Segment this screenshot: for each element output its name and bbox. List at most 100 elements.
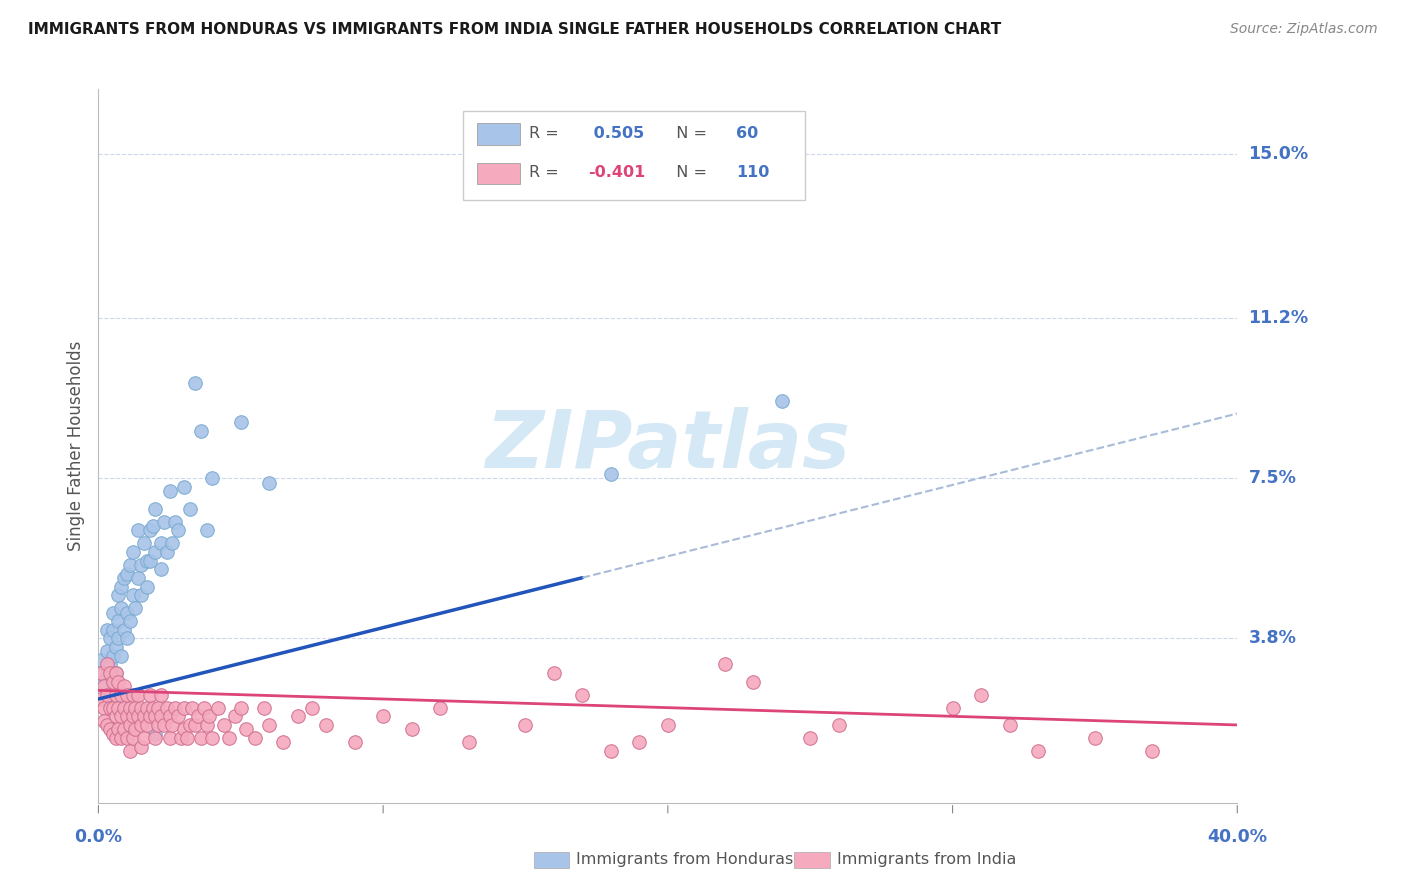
Point xyxy=(145,731,167,745)
Point xyxy=(1140,744,1163,758)
Point xyxy=(129,718,152,732)
Point xyxy=(132,731,155,745)
Point xyxy=(115,566,138,581)
Point xyxy=(135,580,157,594)
Text: 0.0%: 0.0% xyxy=(75,828,122,846)
Text: R =: R = xyxy=(529,126,564,141)
Point xyxy=(179,501,201,516)
Point xyxy=(315,718,337,732)
Point xyxy=(942,700,965,714)
Point xyxy=(112,571,135,585)
Point xyxy=(96,718,118,732)
Point xyxy=(115,688,138,702)
Point xyxy=(159,484,181,499)
FancyBboxPatch shape xyxy=(463,111,804,200)
Point xyxy=(129,558,152,572)
Point xyxy=(212,718,235,732)
Point xyxy=(110,601,132,615)
Point xyxy=(600,744,623,758)
Point xyxy=(110,580,132,594)
Point xyxy=(657,718,679,732)
Point xyxy=(150,709,173,723)
Point xyxy=(107,700,129,714)
Point xyxy=(127,571,149,585)
Point xyxy=(153,515,176,529)
Point xyxy=(98,700,121,714)
Point xyxy=(148,700,170,714)
Point xyxy=(190,731,212,745)
Point xyxy=(104,688,127,702)
Point xyxy=(998,718,1021,732)
Point xyxy=(112,679,135,693)
Point xyxy=(301,700,323,714)
Point xyxy=(93,666,115,681)
Point xyxy=(118,744,141,758)
Point xyxy=(141,700,163,714)
Point xyxy=(401,723,423,737)
Point xyxy=(150,688,173,702)
Point xyxy=(118,558,141,572)
Point xyxy=(112,723,135,737)
Point xyxy=(195,524,218,538)
Point xyxy=(115,731,138,745)
Point xyxy=(193,700,215,714)
Point xyxy=(101,606,124,620)
Text: 0.505: 0.505 xyxy=(588,126,644,141)
Point xyxy=(229,415,252,429)
Point xyxy=(93,674,115,689)
Point xyxy=(101,726,124,740)
Point xyxy=(1026,744,1049,758)
Point xyxy=(742,674,765,689)
Point xyxy=(101,700,124,714)
Text: Immigrants from Honduras: Immigrants from Honduras xyxy=(576,853,794,867)
Point xyxy=(90,692,112,706)
Point xyxy=(127,524,149,538)
Point xyxy=(201,731,224,745)
Point xyxy=(138,709,160,723)
Point xyxy=(132,709,155,723)
Point xyxy=(110,648,132,663)
Point xyxy=(101,674,124,689)
Point xyxy=(190,424,212,438)
Point xyxy=(115,688,138,702)
Point xyxy=(104,731,127,745)
Point xyxy=(121,588,143,602)
Point xyxy=(129,739,152,754)
Point xyxy=(156,700,179,714)
Point xyxy=(159,709,181,723)
Point xyxy=(179,718,201,732)
Point xyxy=(170,731,193,745)
Point xyxy=(165,515,187,529)
Point xyxy=(571,688,593,702)
Point xyxy=(110,731,132,745)
Point xyxy=(115,606,138,620)
Point xyxy=(457,735,479,749)
Point xyxy=(243,731,266,745)
Text: 11.2%: 11.2% xyxy=(1249,310,1309,327)
Point xyxy=(98,657,121,672)
Point xyxy=(107,632,129,646)
Point xyxy=(141,519,163,533)
Text: 60: 60 xyxy=(737,126,758,141)
Point xyxy=(173,723,195,737)
Point xyxy=(127,688,149,702)
Point xyxy=(96,657,118,672)
Point xyxy=(101,648,124,663)
Point xyxy=(98,666,121,681)
Point xyxy=(229,700,252,714)
Text: N =: N = xyxy=(665,126,711,141)
Point xyxy=(112,623,135,637)
Point xyxy=(600,467,623,482)
Point xyxy=(135,718,157,732)
Point xyxy=(121,709,143,723)
Point xyxy=(129,588,152,602)
Point xyxy=(145,501,167,516)
Point xyxy=(218,731,240,745)
Point xyxy=(176,731,198,745)
Point xyxy=(198,709,221,723)
Point xyxy=(150,536,173,550)
Point xyxy=(543,666,565,681)
Point xyxy=(970,688,993,702)
Point xyxy=(93,700,115,714)
Point xyxy=(159,731,181,745)
